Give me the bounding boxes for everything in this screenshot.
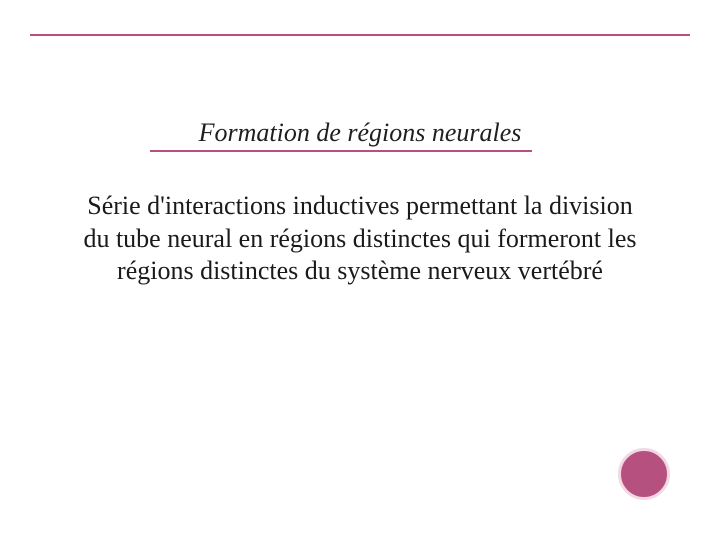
slide: Formation de régions neurales Série d'in… [0,0,720,540]
slide-title: Formation de régions neurales [0,118,720,148]
decor-circle [618,448,670,500]
top-accent-line [30,34,690,36]
title-underline [150,150,532,152]
slide-body-text: Série d'interactions inductives permetta… [72,190,648,288]
